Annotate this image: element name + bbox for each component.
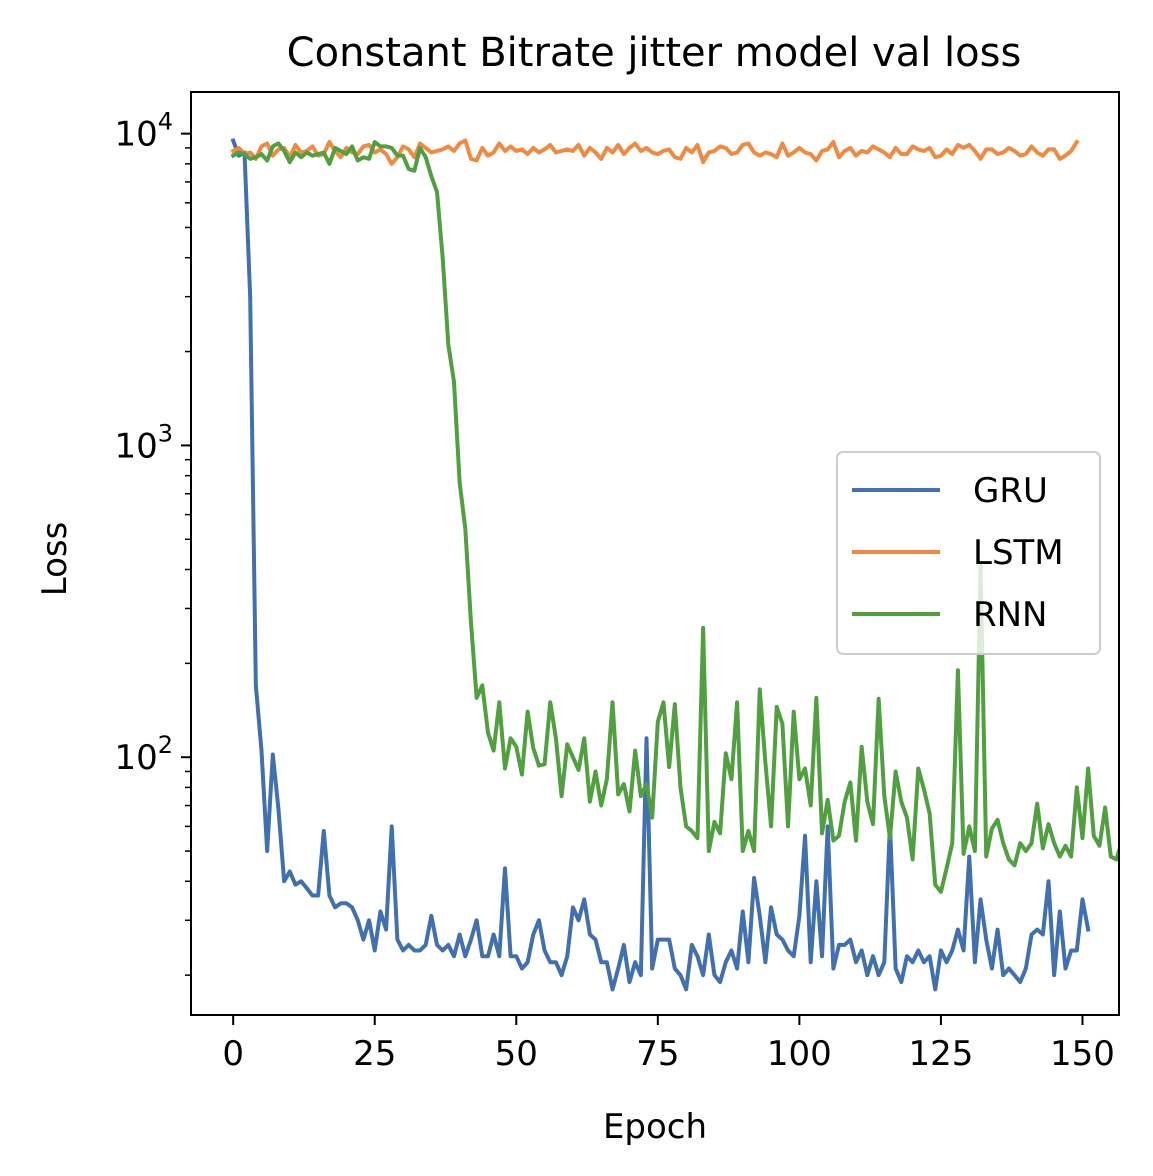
legend-label-lstm: LSTM [973, 533, 1064, 573]
y-tick-label: 104 [114, 108, 173, 155]
x-tick-label: 0 [222, 1034, 244, 1074]
y-tick-exponent: 3 [158, 419, 173, 447]
y-tick-exponent: 2 [158, 731, 173, 759]
y-tick-exponent: 4 [158, 108, 173, 136]
x-axis: 0 25 50 75 100 125 150 [222, 1015, 1115, 1074]
y-tick-base: 10 [114, 738, 157, 778]
legend-box [836, 451, 1101, 655]
axes-frame [190, 91, 1120, 1016]
x-tick-label: 50 [495, 1034, 538, 1074]
series-line-gru [230, 138, 1091, 992]
legend-label-rnn: RNN [973, 595, 1048, 635]
series-line-rnn [230, 140, 1119, 894]
plot-area [190, 91, 1120, 1016]
legend: GRU LSTM RNN [836, 451, 1101, 655]
x-tick-label: 150 [1050, 1034, 1115, 1074]
x-tick-label: 75 [636, 1034, 679, 1074]
x-tick-label: 25 [353, 1034, 396, 1074]
y-axis-label: Loss [35, 522, 75, 597]
y-tick-base: 10 [114, 426, 157, 466]
y-tick-label: 102 [114, 731, 173, 778]
x-tick-label: 125 [908, 1034, 973, 1074]
chart-title: Constant Bitrate jitter model val loss [287, 30, 1022, 76]
x-tick-label: 100 [767, 1034, 832, 1074]
series-layer [230, 138, 1119, 992]
x-axis-label: Epoch [603, 1107, 707, 1147]
legend-label-gru: GRU [973, 471, 1048, 511]
series-line-lstm [230, 138, 1080, 166]
y-tick-label: 103 [114, 419, 173, 466]
y-tick-base: 10 [114, 115, 157, 155]
